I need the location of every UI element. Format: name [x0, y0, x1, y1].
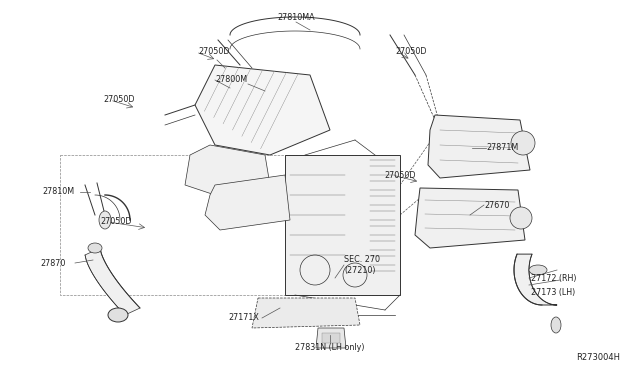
Bar: [322, 333, 340, 343]
Polygon shape: [316, 328, 346, 348]
Text: 27050D: 27050D: [103, 96, 134, 105]
Polygon shape: [85, 248, 140, 315]
Text: 27810MA: 27810MA: [277, 13, 315, 22]
Ellipse shape: [529, 265, 547, 275]
Ellipse shape: [108, 308, 128, 322]
Text: 27831N (LH only): 27831N (LH only): [295, 343, 365, 353]
Text: 27810M: 27810M: [42, 187, 74, 196]
Text: 27870: 27870: [40, 259, 65, 267]
Polygon shape: [514, 254, 557, 305]
Text: 27871M: 27871M: [486, 144, 518, 153]
Bar: [60, 155, 390, 295]
Text: SEC. 270
(27210): SEC. 270 (27210): [344, 255, 380, 275]
Polygon shape: [195, 65, 330, 155]
Ellipse shape: [551, 317, 561, 333]
Bar: [285, 155, 400, 295]
Text: 27172 (RH): 27172 (RH): [531, 273, 577, 282]
Circle shape: [511, 131, 535, 155]
Polygon shape: [185, 145, 270, 195]
Text: 27800M: 27800M: [215, 76, 247, 84]
Ellipse shape: [99, 211, 111, 229]
Polygon shape: [428, 115, 530, 178]
Text: 27050D: 27050D: [198, 48, 230, 57]
Ellipse shape: [88, 243, 102, 253]
Text: 27173 (LH): 27173 (LH): [531, 288, 575, 296]
Text: 27050D: 27050D: [100, 218, 131, 227]
Polygon shape: [415, 188, 525, 248]
Circle shape: [510, 207, 532, 229]
Text: 27171X: 27171X: [228, 314, 259, 323]
Text: 27050D: 27050D: [384, 170, 415, 180]
Text: 27670: 27670: [484, 201, 509, 209]
Text: R273004H: R273004H: [576, 353, 620, 362]
Polygon shape: [252, 298, 360, 328]
Polygon shape: [205, 175, 290, 230]
Text: 27050D: 27050D: [395, 48, 426, 57]
